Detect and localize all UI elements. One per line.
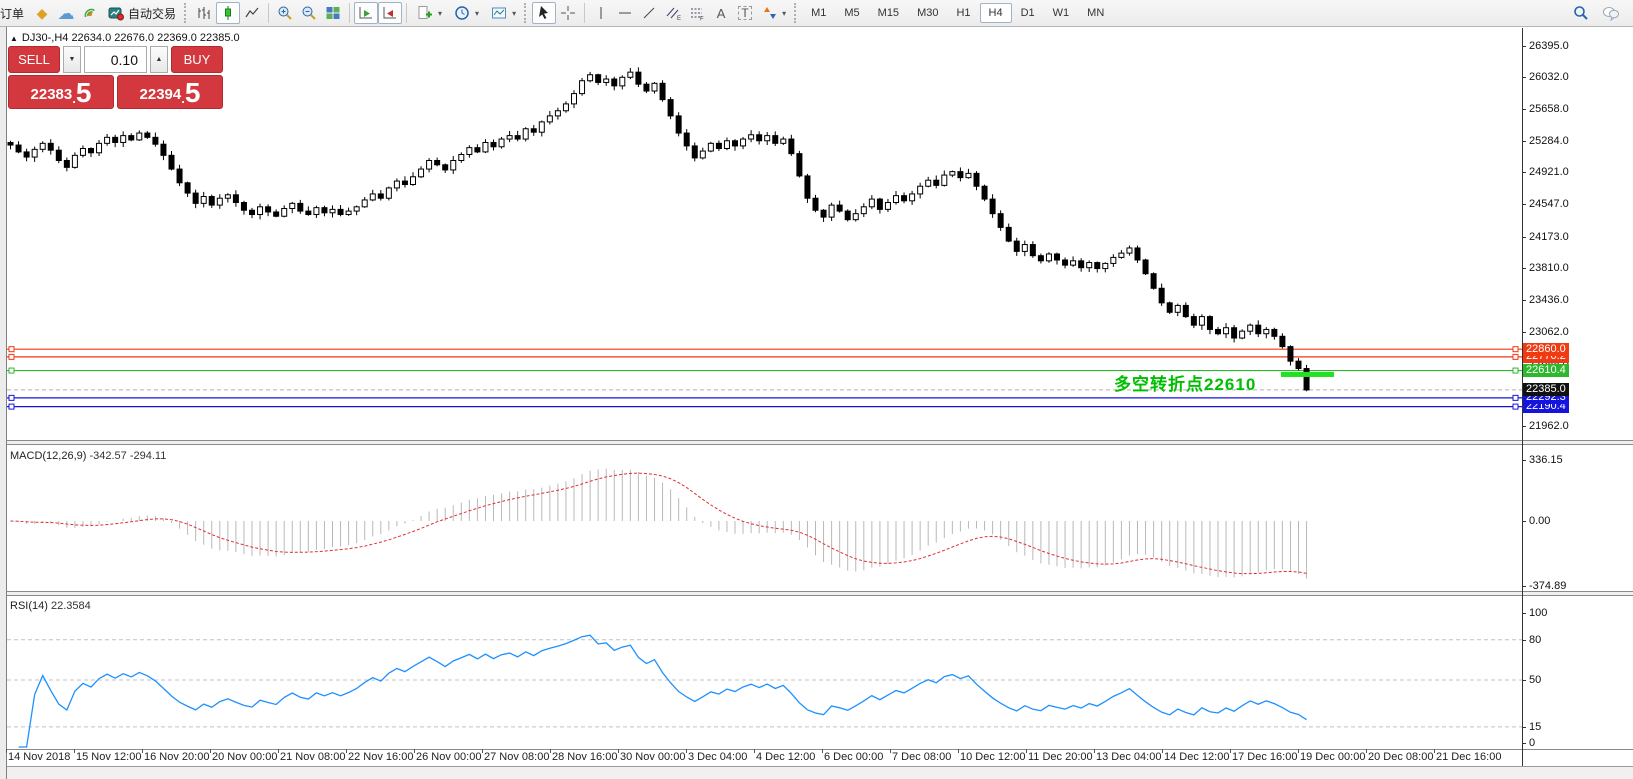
candlestick-chart-icon[interactable] <box>216 2 241 24</box>
text-tool-icon[interactable]: A <box>716 5 726 21</box>
zoom-in-icon[interactable] <box>273 2 297 24</box>
toolbar-grip <box>184 3 187 23</box>
auto-scroll-icon[interactable] <box>354 2 379 24</box>
timeframe-bar: M1 M5 M15 M30 H1 H4 D1 W1 MN <box>802 3 1113 23</box>
toolbar-grip <box>794 3 797 23</box>
signals-icon[interactable] <box>78 2 102 24</box>
toolbar-separator <box>268 3 270 23</box>
panel-splitter[interactable] <box>7 440 1633 445</box>
toolbar-separator <box>584 3 586 23</box>
chart-title: ▲ DJ30-,H4 22634.0 22676.0 22369.0 22385.… <box>10 32 240 44</box>
svg-text:F: F <box>700 17 704 22</box>
rsi-label: RSI(14) 22.3584 <box>10 600 91 612</box>
price-chart[interactable] <box>7 28 1522 440</box>
pivot-annotation[interactable]: 多空转折点22610 <box>1114 375 1257 394</box>
autotrading-label: 自动交易 <box>128 6 177 21</box>
date-axis-line <box>7 749 1633 750</box>
periods-button[interactable]: ▾ <box>448 2 485 24</box>
indicators-button[interactable]: ▾ <box>411 2 448 24</box>
cursor-icon[interactable] <box>532 2 557 24</box>
volume-down-button[interactable]: ▼ <box>63 46 81 73</box>
toolbar-separator <box>349 3 351 23</box>
zoom-out-icon[interactable] <box>297 2 321 24</box>
toolbar: 订单 ◆ ☁ 自动交易 ▾ ▾ ▾ <box>0 0 1633 27</box>
panel-splitter[interactable] <box>7 591 1633 596</box>
toolbar-grip <box>524 3 527 23</box>
svg-text:E: E <box>677 16 681 21</box>
timeframe-w1[interactable]: W1 <box>1052 7 1070 19</box>
volume-up-button[interactable]: ▲ <box>150 46 168 73</box>
line-chart-icon[interactable] <box>240 2 264 24</box>
search-icon[interactable] <box>1569 2 1593 24</box>
fibonacci-tool-icon[interactable]: F <box>685 2 709 24</box>
tile-windows-icon[interactable] <box>321 2 345 24</box>
timeframe-h1[interactable]: H1 <box>956 7 971 19</box>
toolbar-separator <box>406 3 408 23</box>
ask-price-panel[interactable]: 22394. 5 <box>117 75 223 109</box>
macd-panel[interactable] <box>7 446 1522 591</box>
timeframe-m5[interactable]: M5 <box>844 7 860 19</box>
vertical-line-tool-icon[interactable] <box>589 2 613 24</box>
bar-chart-icon[interactable] <box>192 2 216 24</box>
timeframe-d1[interactable]: D1 <box>1020 7 1035 19</box>
timeframe-m30[interactable]: M30 <box>917 7 939 19</box>
timeframe-m1[interactable]: M1 <box>811 7 827 19</box>
text-label-tool-icon[interactable]: T <box>733 2 757 24</box>
sell-button[interactable]: SELL <box>8 46 60 73</box>
chat-icon[interactable] <box>1599 2 1623 24</box>
trendline-tool-icon[interactable] <box>637 2 661 24</box>
rsi-panel[interactable] <box>7 597 1522 749</box>
timeframe-m15[interactable]: M15 <box>877 7 900 19</box>
timeframe-h4[interactable]: H4 <box>979 3 1012 23</box>
buy-button[interactable]: BUY <box>171 46 223 73</box>
gold-icon[interactable]: ◆ <box>36 5 48 21</box>
macd-label: MACD(12,26,9) -342.57 -294.11 <box>10 450 167 462</box>
horizontal-line-tool-icon[interactable] <box>613 2 637 24</box>
price-axis-line[interactable] <box>1522 28 1523 766</box>
bid-price-panel[interactable]: 22383. 5 <box>8 75 114 109</box>
equidistant-channel-icon[interactable]: E <box>661 2 685 24</box>
one-click-trading-panel: SELL ▼ 0.10 ▲ BUY 22383. 5 22394. 5 <box>8 46 223 109</box>
crosshair-icon[interactable] <box>556 2 580 24</box>
vps-cloud-icon[interactable]: ☁ <box>57 3 75 23</box>
timeframe-mn[interactable]: MN <box>1087 7 1105 19</box>
templates-button[interactable]: ▾ <box>485 2 522 24</box>
autotrading-button[interactable]: 自动交易 <box>102 2 182 24</box>
volume-input[interactable]: 0.10 <box>84 46 147 73</box>
bottom-strip <box>7 766 1633 779</box>
chart-shift-icon[interactable] <box>378 2 403 24</box>
collapse-triangle-icon[interactable]: ▲ <box>10 34 18 43</box>
new-order-button[interactable]: 订单 <box>0 6 25 21</box>
chart-window <box>6 27 1633 779</box>
arrows-tool-button[interactable]: ▾ <box>757 2 792 24</box>
